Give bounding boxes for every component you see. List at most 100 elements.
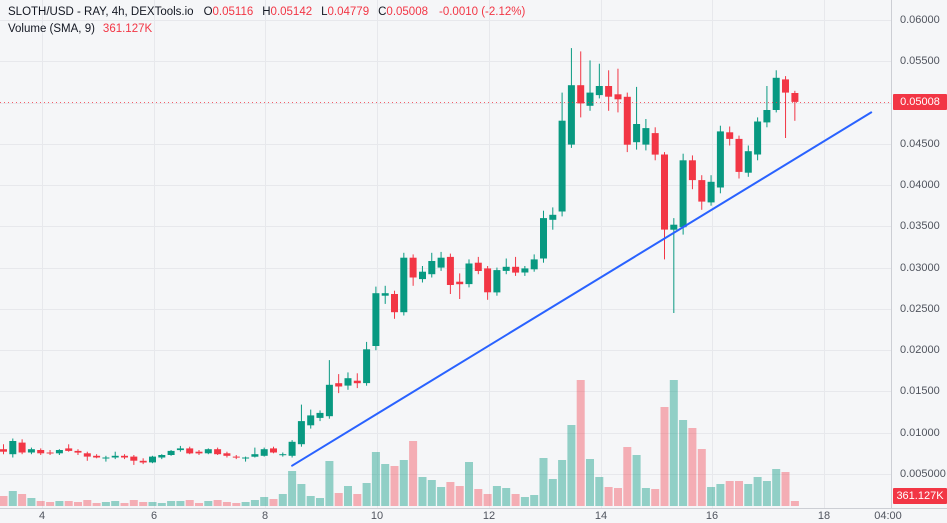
high-value: 0.05142 — [270, 6, 313, 18]
candle-body — [586, 92, 594, 106]
time-tick-label: 14 — [594, 510, 608, 522]
candle-body — [149, 456, 156, 463]
candle-body — [437, 257, 445, 268]
volume-bar — [790, 501, 799, 506]
volume-bar — [316, 498, 324, 506]
volume-bar — [46, 502, 55, 506]
candle-body — [567, 85, 575, 145]
price-tick-label: 0.01000 — [900, 427, 940, 439]
candle-body — [325, 384, 333, 417]
volume-bar — [623, 447, 632, 506]
candle-body — [158, 455, 166, 458]
volume-bar — [278, 494, 287, 506]
close-pair: C0.05008 — [378, 6, 428, 18]
volume-bar — [18, 494, 27, 506]
candle-body — [232, 456, 240, 458]
price-tick-label: 0.05500 — [900, 55, 940, 67]
volume-bar — [362, 483, 371, 506]
open-pair: O0.05116 — [204, 6, 254, 18]
volume-bar — [409, 441, 418, 506]
volume-bar — [353, 494, 362, 506]
candle-body — [186, 448, 194, 454]
time-tick-label: 6 — [150, 510, 158, 522]
candle-body — [391, 294, 398, 313]
volume-bar — [651, 489, 660, 506]
candle-body — [214, 449, 222, 455]
open-value: 0.05116 — [212, 6, 254, 18]
volume-bar — [641, 488, 650, 506]
volume-bar — [250, 500, 259, 506]
low-value: 0.04779 — [327, 6, 370, 18]
volume-bar — [437, 487, 446, 506]
candle-body — [27, 449, 35, 453]
candle-body — [670, 224, 678, 230]
time-axis[interactable]: 4 6 8 10 12 14 16 18 04:00 — [0, 509, 947, 523]
price-axis[interactable]: 0.060000.055000.050000.045000.040000.035… — [892, 0, 947, 508]
candle-body — [419, 271, 426, 280]
volume-bar — [167, 501, 176, 506]
candle-body — [111, 455, 119, 458]
time-axis-border — [0, 508, 947, 509]
volume-bar — [595, 477, 604, 506]
time-tick-label: 12 — [482, 510, 496, 522]
price-axis-border — [891, 0, 892, 508]
volume-bar — [399, 460, 408, 506]
candle-body — [707, 181, 715, 203]
price-tick-label: 0.04500 — [900, 138, 940, 150]
symbol-title[interactable]: SLOTH/USD - RAY, 4h, DEXTools.io — [8, 6, 194, 18]
close-value: 0.05008 — [386, 6, 428, 18]
candle-body — [484, 268, 492, 293]
price-tick-label: 0.04000 — [900, 179, 940, 191]
volume-bar — [83, 500, 92, 506]
candle-body — [37, 450, 45, 454]
candle-body — [74, 450, 82, 453]
volume-bar — [325, 461, 334, 506]
candle-body — [167, 450, 175, 455]
candle-body — [772, 77, 780, 110]
volume-indicator-label[interactable]: Volume (SMA, 9) — [8, 23, 95, 35]
candle-body — [688, 160, 696, 181]
candle-body — [0, 449, 7, 452]
chart-legend: SLOTH/USD - RAY, 4h, DEXTools.io O0.05116… — [8, 4, 525, 38]
price-tick-label: 0.03000 — [900, 262, 940, 274]
volume-bar — [753, 477, 762, 506]
volume-bar — [185, 500, 194, 506]
volume-bar — [576, 380, 585, 506]
volume-bar — [381, 464, 390, 506]
volume-bar — [567, 425, 576, 506]
high-pair: H0.05142 — [262, 6, 312, 18]
volume-row: Volume (SMA, 9) 361.127K — [8, 21, 525, 38]
volume-bar — [539, 458, 548, 506]
time-tick-label: 4 — [38, 510, 46, 522]
volume-bar — [697, 449, 706, 506]
candle-body — [297, 421, 305, 445]
volume-bar — [0, 496, 8, 506]
volume-bar — [129, 500, 138, 506]
candle-body — [372, 293, 380, 346]
candle-body — [288, 441, 296, 456]
candle-body — [754, 121, 762, 155]
volume-bar — [688, 428, 697, 506]
candle-body — [400, 257, 408, 313]
change-value: -0.0010 (-2.12%) — [439, 6, 526, 18]
volume-bar — [55, 501, 64, 506]
candle-body — [9, 441, 17, 455]
volume-bar — [74, 502, 82, 506]
candle-body — [335, 383, 343, 387]
candle-body — [363, 349, 371, 384]
volume-bar — [735, 481, 743, 506]
candle-body — [242, 457, 250, 459]
volume-bar — [306, 496, 315, 506]
trendline-drawing[interactable] — [291, 111, 873, 467]
volume-bar — [232, 503, 241, 506]
volume-bar — [660, 407, 669, 506]
volume-bar — [213, 500, 222, 506]
candle-body — [502, 266, 510, 271]
candle-body — [279, 454, 287, 456]
volume-bar — [195, 503, 203, 506]
candle-body — [595, 86, 603, 96]
volume-bar — [288, 471, 297, 506]
price-tick-label: 0.06000 — [900, 14, 940, 26]
volume-indicator-value: 361.127K — [102, 23, 153, 35]
